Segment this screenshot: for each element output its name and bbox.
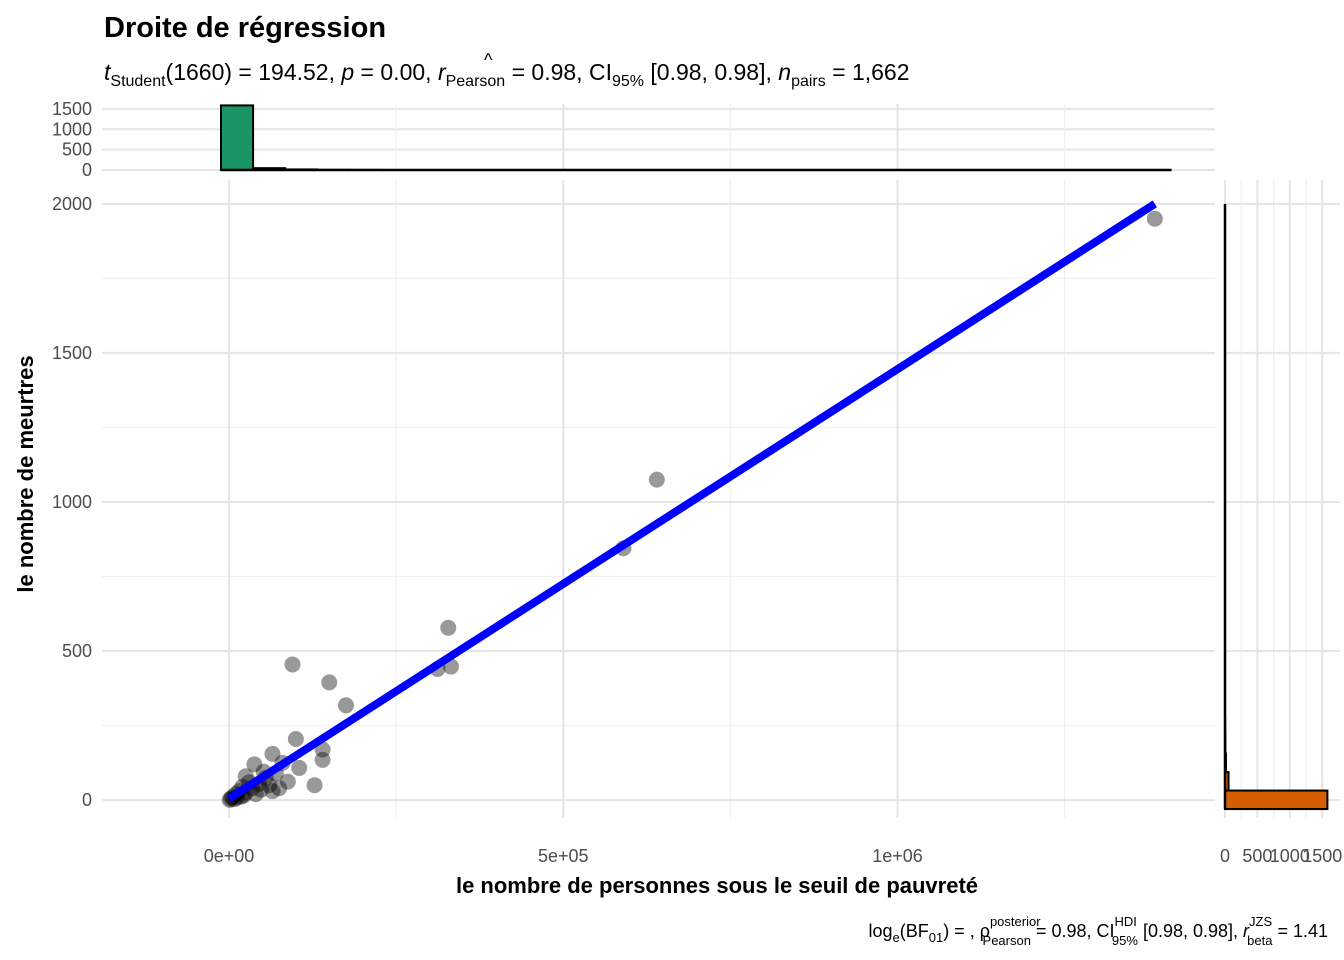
data-point xyxy=(237,768,254,785)
data-point xyxy=(306,777,323,794)
chart-title: Droite de régression xyxy=(104,12,386,44)
data-point xyxy=(337,697,354,714)
y-tick-label: 2000 xyxy=(52,194,92,214)
x-tick-label: 5e+05 xyxy=(538,846,589,866)
data-point xyxy=(314,751,331,768)
right-hist-tick-label: 0 xyxy=(1220,846,1230,866)
top-hist-tick-label: 1000 xyxy=(52,119,92,139)
top-hist-bar xyxy=(219,104,255,171)
data-point xyxy=(246,756,263,773)
y-tick-label: 1000 xyxy=(52,492,92,512)
data-point xyxy=(264,783,281,800)
regression-line xyxy=(226,200,1157,802)
top-hist-tick-label: 500 xyxy=(62,140,92,160)
main-grid: 0e+00 5e+05 1e+06 0 500 1000 1500 2000 xyxy=(52,180,1215,866)
data-point xyxy=(279,773,296,790)
x-axis-title: le nombre de personnes sous le seuil de … xyxy=(456,873,978,898)
right-hist-tick-label: 1500 xyxy=(1302,846,1342,866)
chart-caption: loge(BF01) = , ρposterior Pearson = 0.98,… xyxy=(868,914,1328,948)
data-point xyxy=(287,730,304,747)
y-tick-label: 500 xyxy=(62,641,92,661)
y-axis-title: le nombre de meurtres xyxy=(13,355,38,592)
r-hat-accent: ^ xyxy=(484,50,493,70)
data-point xyxy=(247,786,264,803)
chart-subtitle: tStudent(1660) = 194.52, p = 0.00, rPear… xyxy=(104,59,910,90)
data-point xyxy=(440,619,457,636)
right-hist-tick-label: 1000 xyxy=(1270,846,1310,866)
right-hist-bar xyxy=(1224,789,1329,811)
x-tick-label: 0e+00 xyxy=(204,846,255,866)
data-point xyxy=(648,471,665,488)
top-hist-tick-label: 1500 xyxy=(52,99,92,119)
data-point xyxy=(291,759,308,776)
data-point xyxy=(271,780,288,797)
data-point xyxy=(264,745,281,762)
y-tick-label: 0 xyxy=(82,790,92,810)
right-hist-tick-label: 500 xyxy=(1242,846,1272,866)
top-hist-tick-label: 0 xyxy=(82,160,92,180)
data-point xyxy=(253,781,270,798)
data-point xyxy=(261,777,278,794)
y-tick-label: 1500 xyxy=(52,343,92,363)
data-point xyxy=(321,674,338,691)
regression-line-group xyxy=(226,200,1157,802)
x-tick-label: 1e+06 xyxy=(872,846,923,866)
data-point xyxy=(1146,210,1163,227)
scatter-points xyxy=(221,210,1163,808)
data-point xyxy=(284,656,301,673)
